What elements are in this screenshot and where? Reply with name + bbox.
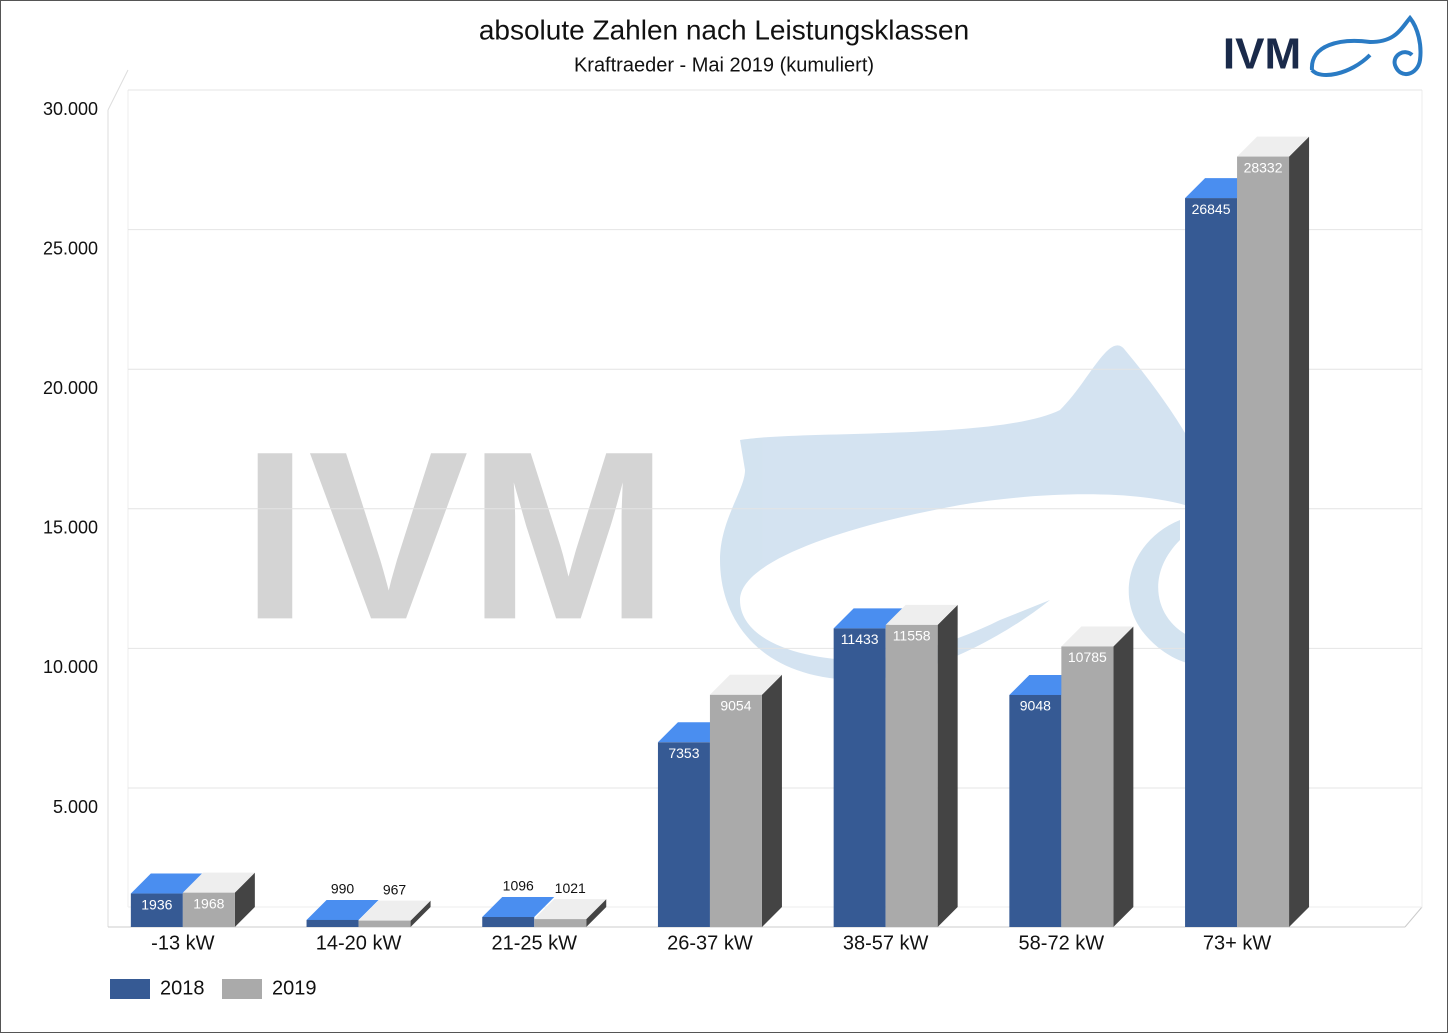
value-label: 1968 xyxy=(193,895,224,911)
x-tick-label: -13 kW xyxy=(151,932,214,954)
bar xyxy=(359,921,411,927)
value-label: 11558 xyxy=(893,628,931,644)
x-tick-label: 26-37 kW xyxy=(667,932,753,954)
y-tick-label: 25.000 xyxy=(43,238,98,258)
bar xyxy=(534,919,586,927)
legend-swatch xyxy=(110,979,150,999)
watermark-text: IVM xyxy=(242,401,669,669)
x-tick-label: 21-25 kW xyxy=(491,932,577,954)
logo-text: IVM xyxy=(1223,30,1301,79)
value-label: 10785 xyxy=(1068,649,1107,665)
value-label: 1021 xyxy=(555,880,586,896)
bar-side xyxy=(762,675,782,927)
value-label: 7353 xyxy=(668,745,699,761)
bar-side xyxy=(1289,137,1309,927)
value-label: 26845 xyxy=(1192,201,1231,217)
y-tick-label: 30.000 xyxy=(43,99,98,119)
value-label: 9054 xyxy=(720,698,751,714)
value-label: 28332 xyxy=(1244,159,1283,175)
bar xyxy=(1237,157,1289,927)
value-label: 1096 xyxy=(503,878,534,894)
bar xyxy=(307,920,359,927)
bar xyxy=(834,628,886,927)
bar-side xyxy=(938,605,958,927)
value-label: 967 xyxy=(383,881,407,897)
x-tick-label: 73+ kW xyxy=(1203,932,1271,954)
bar xyxy=(710,695,762,927)
chart: IVM absolute Zahlen nach Leistungsklasse… xyxy=(0,0,1449,1034)
value-label: 1936 xyxy=(141,896,172,912)
bar xyxy=(886,625,938,927)
bar xyxy=(1009,695,1061,927)
bar-side xyxy=(1113,626,1133,927)
x-tick-label: 14-20 kW xyxy=(316,932,402,954)
x-tick-label: 58-72 kW xyxy=(1019,932,1105,954)
y-tick-label: 5.000 xyxy=(53,797,98,817)
x-tick-label: 38-57 kW xyxy=(843,932,929,954)
value-label: 9048 xyxy=(1020,698,1051,714)
y-tick-label: 20.000 xyxy=(43,378,98,398)
bar xyxy=(1185,198,1237,927)
chart-title: absolute Zahlen nach Leistungsklassen xyxy=(479,14,969,45)
value-label: 990 xyxy=(331,881,355,897)
y-tick-label: 15.000 xyxy=(43,518,98,538)
legend-swatch xyxy=(222,979,262,999)
value-label: 11433 xyxy=(841,631,879,647)
chart-subtitle: Kraftraeder - Mai 2019 (kumuliert) xyxy=(574,54,874,76)
bar xyxy=(658,742,710,927)
legend-label: 2019 xyxy=(272,977,317,999)
y-tick-label: 10.000 xyxy=(43,657,98,677)
legend-label: 2018 xyxy=(160,977,205,999)
bar xyxy=(482,917,534,927)
bar xyxy=(1061,646,1113,927)
